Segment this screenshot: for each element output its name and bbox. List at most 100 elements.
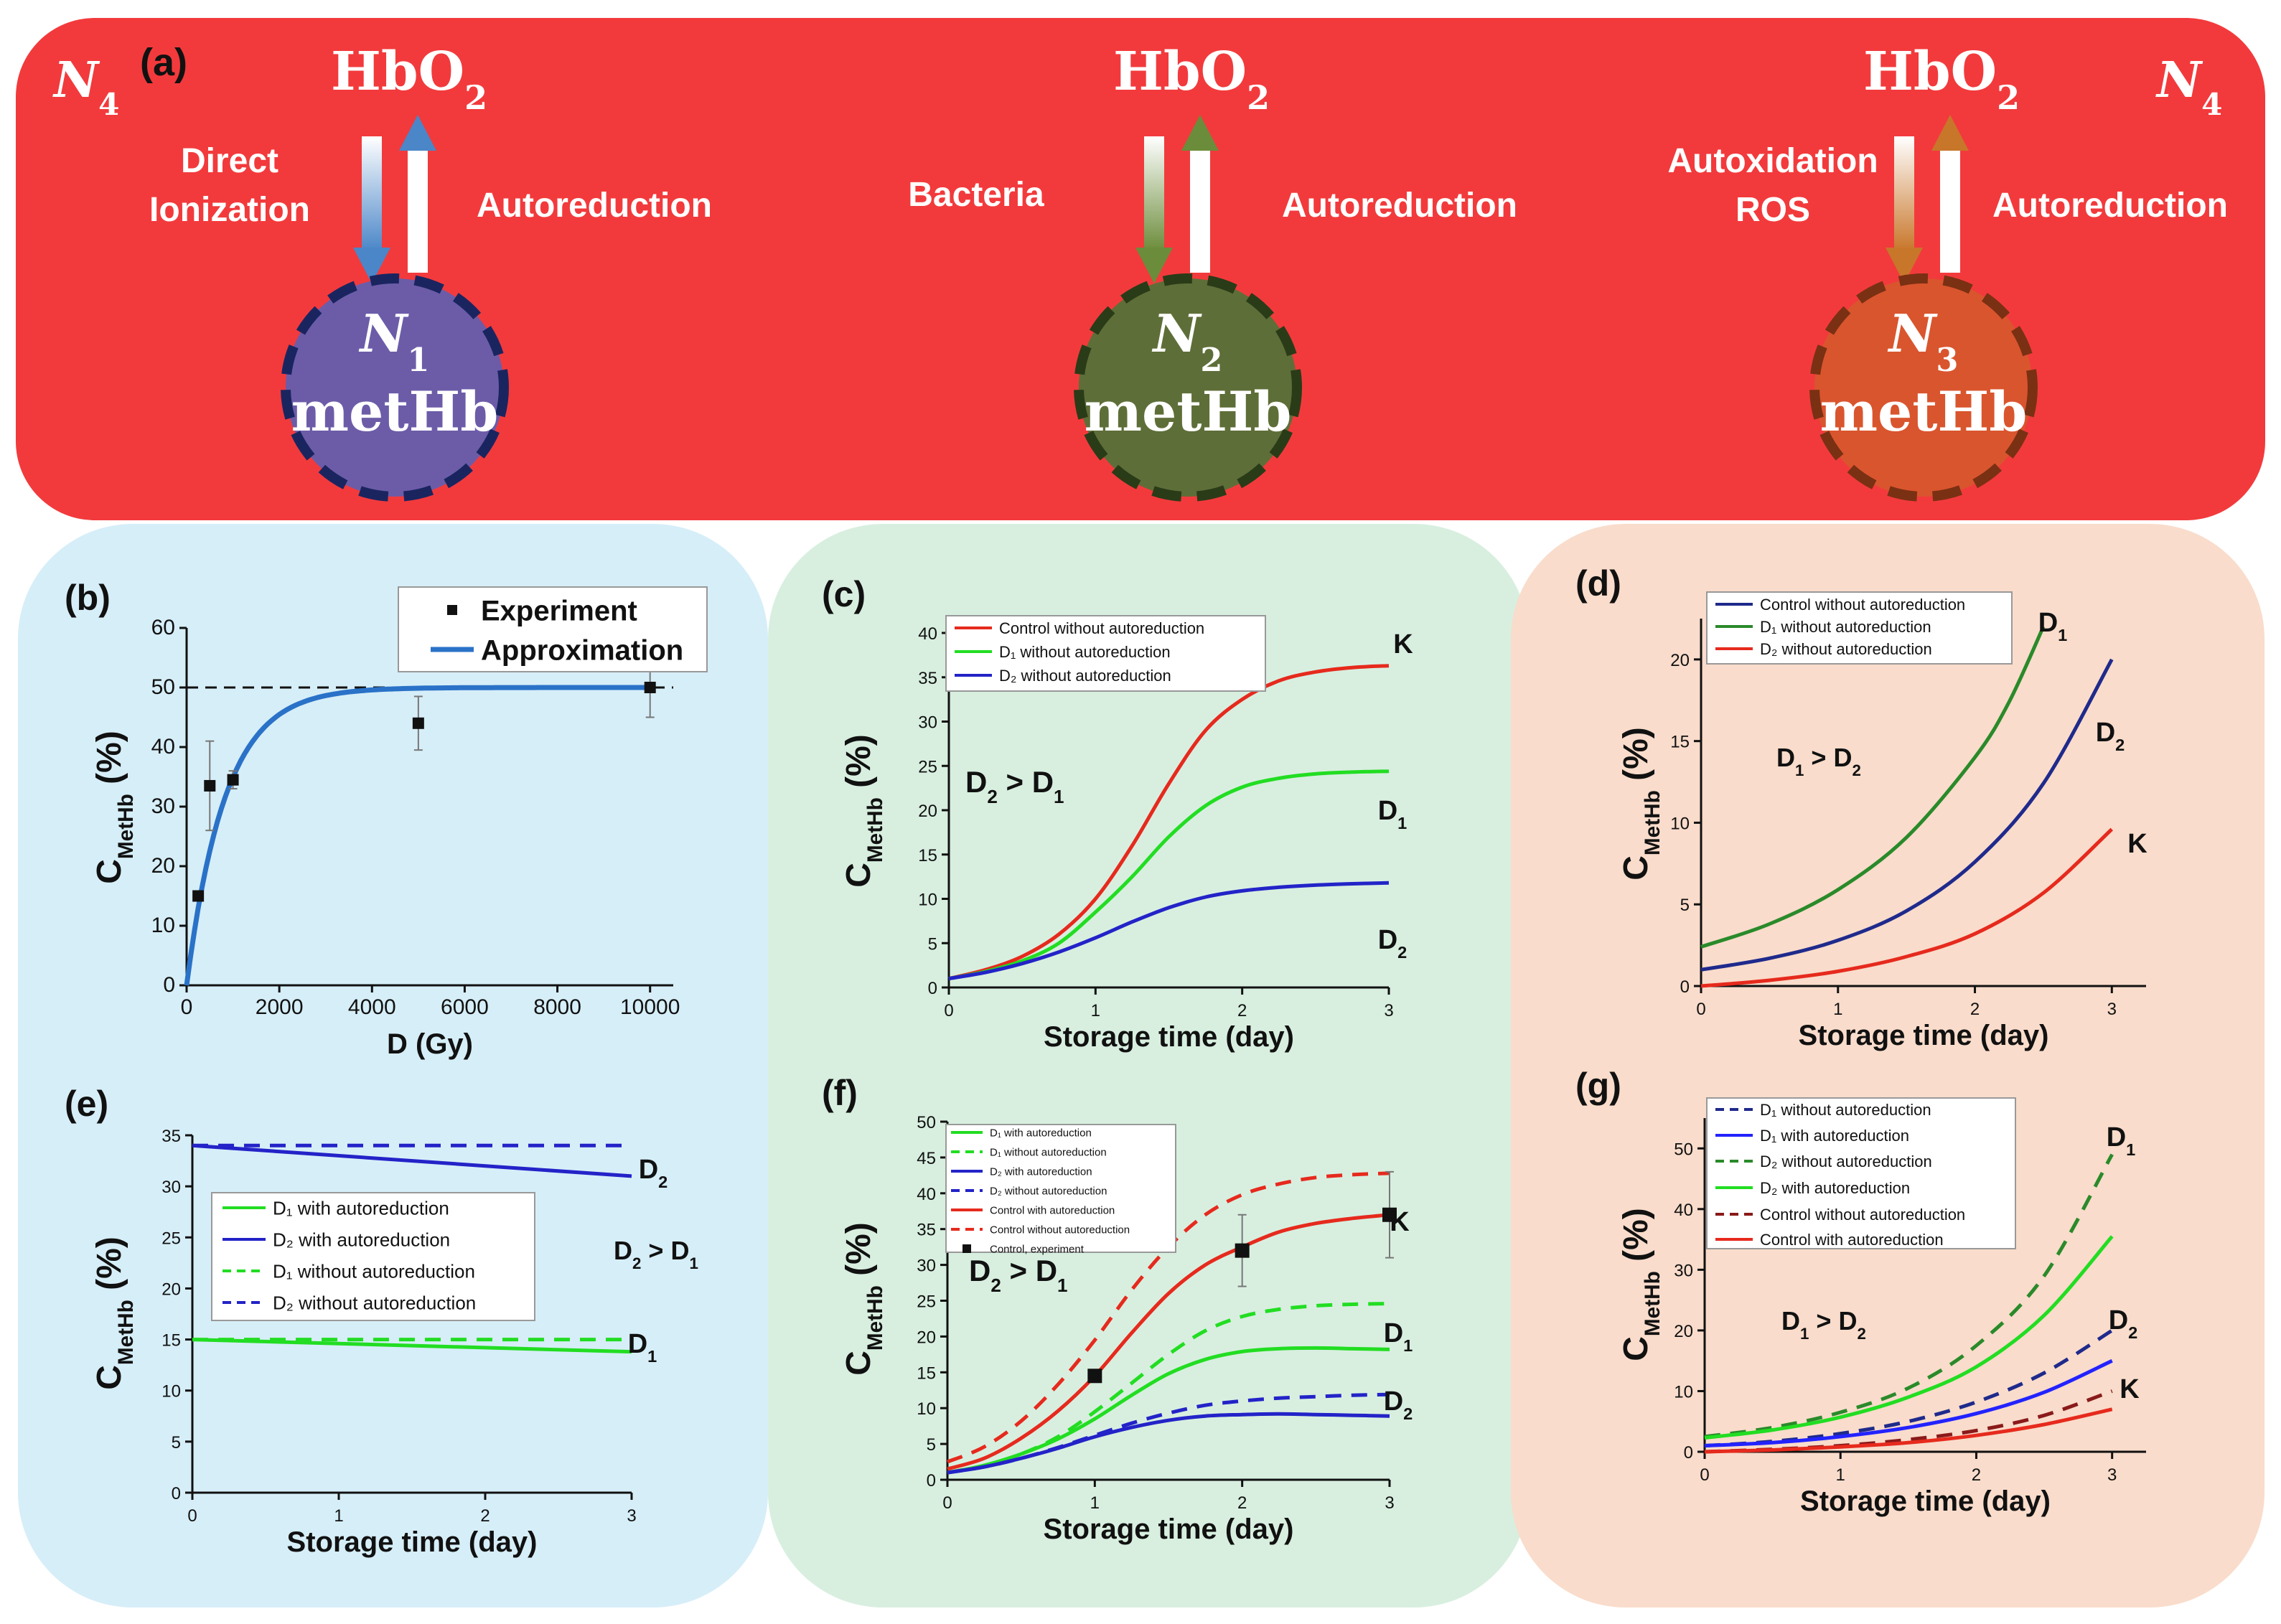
y-tick-label-b-3: 30 xyxy=(151,794,175,818)
y-tick-label-d-4: 20 xyxy=(1670,651,1690,670)
circle-n-label-3: N3 xyxy=(1888,303,1959,379)
autoreduction-label-2: Autoreduction xyxy=(1282,187,1517,225)
data-point-b-4 xyxy=(644,682,656,693)
legend-label-d-1: D₁ without autoreduction xyxy=(1760,618,1931,636)
circle-methb-label-1: metHb xyxy=(291,380,499,443)
hbo2-label-1: HbO2 xyxy=(331,41,487,117)
y-axis-label-b: CMetHb (%) xyxy=(90,731,138,884)
y-tick-label-d-2: 10 xyxy=(1670,814,1690,833)
series-line-g-0 xyxy=(1704,1328,2114,1448)
approximation-curve-b xyxy=(184,685,650,986)
y-axis-label-g: CMetHb (%) xyxy=(1617,1208,1664,1361)
down-arrow-shaft-1 xyxy=(362,136,382,251)
x-tick-label-b-4: 8000 xyxy=(533,995,581,1019)
panel-label-f: (f) xyxy=(822,1073,858,1113)
x-axis-label-c: Storage time (day) xyxy=(1044,1021,1294,1053)
x-tick-label-d-3: 3 xyxy=(2107,1000,2117,1019)
up-arrow-head-2 xyxy=(1181,115,1219,151)
x-axis-label-f: Storage time (day) xyxy=(1044,1513,1294,1545)
y-tick-label-e-3: 15 xyxy=(161,1331,181,1351)
circle-methb-label-3: metHb xyxy=(1820,380,2028,443)
data-point-b-0 xyxy=(192,890,205,902)
panel-a-label: (a) xyxy=(140,41,187,84)
data-point-f-2 xyxy=(1382,1207,1397,1222)
legend-label-f-5: Control without autoreduction xyxy=(990,1224,1130,1236)
legend-label-e-2: D₁ without autoreduction xyxy=(273,1260,475,1282)
x-tick-label-e-3: 3 xyxy=(627,1506,636,1526)
data-point-b-3 xyxy=(412,717,424,729)
x-tick-label-c-2: 2 xyxy=(1237,1001,1247,1020)
up-arrow-shaft-3 xyxy=(1940,147,1960,273)
series-line-e-1 xyxy=(192,1143,632,1178)
y-tick-label-d-0: 0 xyxy=(1680,977,1690,997)
series-line-g-5 xyxy=(1704,1407,2113,1454)
y-tick-label-e-6: 30 xyxy=(161,1178,181,1197)
inequality-e: D2 > D1 xyxy=(614,1236,698,1272)
down-arrow-head-3 xyxy=(1886,248,1923,283)
hbo2-label-2: HbO2 xyxy=(1113,41,1270,117)
up-arrow-head-1 xyxy=(399,115,436,151)
series-line-c-1 xyxy=(948,769,1390,981)
legend-label-f-3: D₂ without autoreduction xyxy=(990,1185,1107,1197)
y-tick-label-c-1: 5 xyxy=(928,934,937,954)
x-axis-label-e: Storage time (day) xyxy=(287,1526,538,1558)
y-tick-label-f-10: 50 xyxy=(917,1113,936,1132)
y-axis-label-c: CMetHb (%) xyxy=(840,734,887,888)
curve-annotation-f-0: K xyxy=(1390,1207,1410,1237)
legend-box-c xyxy=(945,615,1266,692)
y-axis-label-d: CMetHb (%) xyxy=(1617,727,1664,881)
process-label-1-2: Ionization xyxy=(149,191,310,229)
series-line-d-2 xyxy=(1700,827,2114,988)
x-tick-label-b-5: 10000 xyxy=(620,995,680,1019)
process-label-2-1: Bacteria xyxy=(908,176,1044,214)
y-tick-label-c-3: 15 xyxy=(918,846,937,865)
n4-left: N4 xyxy=(52,52,120,122)
x-tick-label-g-3: 3 xyxy=(2107,1465,2117,1485)
chart-d: (d) 0 1 2 3 0 5 10 15 20 Storage time (day) CMetHb … xyxy=(1575,563,2147,1051)
x-tick-label-f-2: 2 xyxy=(1237,1493,1247,1513)
circle-methb-label-2: metHb xyxy=(1085,380,1292,443)
legend-label-g-0: D₁ without autoreduction xyxy=(1760,1101,1931,1119)
y-tick-label-c-6: 30 xyxy=(918,713,937,733)
up-arrow-head-3 xyxy=(1931,115,1969,151)
y-tick-label-b-4: 40 xyxy=(151,735,175,759)
panel-bg-d-g xyxy=(1511,524,2264,1607)
x-tick-label-g-1: 1 xyxy=(1836,1465,1845,1485)
y-tick-label-f-9: 45 xyxy=(917,1149,936,1168)
down-arrow-shaft-3 xyxy=(1894,136,1914,251)
x-tick-label-e-0: 0 xyxy=(187,1506,197,1526)
x-tick-label-b-2: 4000 xyxy=(348,995,396,1019)
y-tick-label-f-6: 30 xyxy=(917,1257,936,1276)
circle-n-label-1: N1 xyxy=(359,303,430,379)
x-tick-label-b-3: 6000 xyxy=(441,995,489,1019)
n4-right: N4 xyxy=(2155,52,2223,122)
series-line-g-4 xyxy=(1704,1389,2113,1454)
series-line-g-3 xyxy=(1704,1235,2114,1440)
x-axis-label-b: D (Gy) xyxy=(387,1028,473,1060)
x-axis-label-g: Storage time (day) xyxy=(1800,1485,2051,1517)
data-point-f-0 xyxy=(1087,1369,1102,1384)
methb-circle-3 xyxy=(1809,273,2038,502)
inequality-g: D1 > D2 xyxy=(1781,1306,1866,1343)
y-tick-label-b-1: 10 xyxy=(151,914,175,937)
y-tick-label-e-1: 5 xyxy=(172,1433,181,1452)
curve-annotation-g-2: K xyxy=(2120,1374,2140,1404)
x-tick-label-c-0: 0 xyxy=(944,1001,953,1020)
legend-label-d-2: D₂ without autoreduction xyxy=(1760,640,1932,658)
y-tick-label-f-0: 0 xyxy=(927,1471,936,1491)
legend-label-f-0: D₁ with autoreduction xyxy=(990,1127,1092,1139)
panel-bg-b-e xyxy=(18,524,768,1607)
inequality-f: D2 > D1 xyxy=(969,1254,1068,1296)
x-tick-label-e-1: 1 xyxy=(334,1506,343,1526)
y-tick-label-g-4: 40 xyxy=(1674,1201,1693,1220)
legend-box-e xyxy=(211,1192,535,1321)
y-tick-label-c-4: 20 xyxy=(918,802,937,821)
process-label-3-2: ROS xyxy=(1736,191,1810,229)
inequality-c: D2 > D1 xyxy=(965,765,1064,807)
data-point-f-1 xyxy=(1235,1243,1250,1258)
legend-label-d-0: Control without autoreduction xyxy=(1760,596,1965,614)
